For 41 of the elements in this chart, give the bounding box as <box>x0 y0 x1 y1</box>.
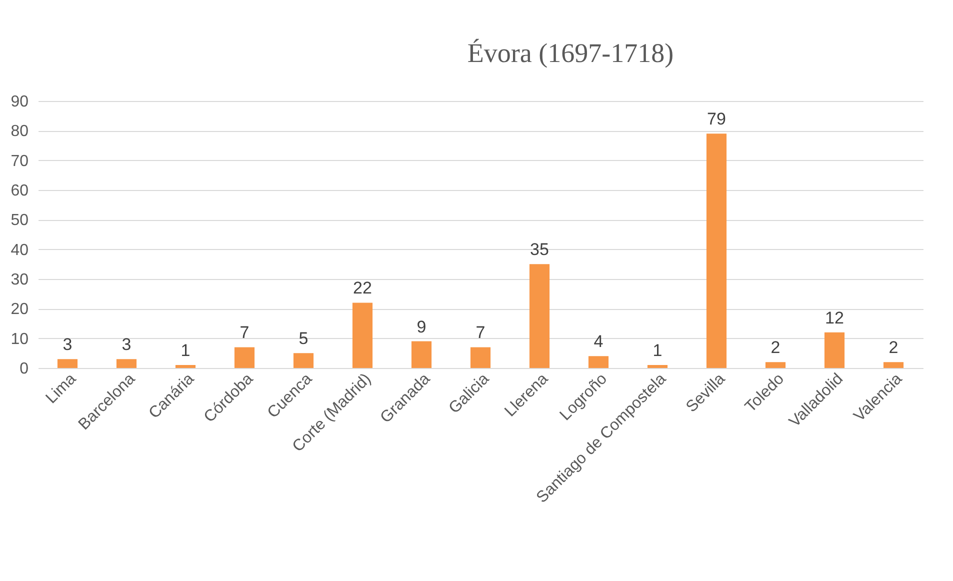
y-tick-label: 30 <box>10 272 29 288</box>
y-tick-label: 80 <box>10 123 29 140</box>
data-label: 2 <box>770 338 780 358</box>
y-tick-label: 90 <box>10 94 29 110</box>
bar <box>234 347 255 368</box>
y-tick-label: 10 <box>10 330 29 348</box>
y-tick-label: 0 <box>20 360 29 378</box>
data-label: 4 <box>594 332 604 352</box>
data-label: 3 <box>62 335 72 354</box>
data-label: 22 <box>353 278 372 298</box>
data-label: 1 <box>652 341 662 360</box>
bar <box>175 365 196 368</box>
bar <box>588 356 609 368</box>
bar <box>470 347 491 368</box>
chart-title: Évora (1697-1718) <box>467 38 674 68</box>
bar <box>529 264 550 368</box>
data-label: 1 <box>180 341 190 360</box>
data-label: 7 <box>240 323 250 342</box>
data-label: 2 <box>888 338 898 358</box>
data-label: 3 <box>122 335 132 354</box>
data-label: 9 <box>416 317 426 336</box>
bar <box>647 365 668 368</box>
y-tick-label: 70 <box>10 152 29 170</box>
bar <box>765 362 786 368</box>
data-label: 35 <box>530 240 549 260</box>
bar <box>293 353 314 368</box>
bar <box>824 332 845 368</box>
data-label: 7 <box>476 323 486 342</box>
data-label: 5 <box>298 329 308 348</box>
bar <box>352 302 373 368</box>
y-tick-label: 40 <box>10 242 29 259</box>
bar <box>883 362 904 368</box>
y-tick-label: 50 <box>10 212 29 230</box>
bar <box>57 359 78 368</box>
data-label: 12 <box>825 308 844 328</box>
bar <box>116 359 137 368</box>
y-tick-label: 60 <box>10 182 29 200</box>
bar <box>411 341 432 368</box>
data-label: 79 <box>707 110 726 129</box>
y-tick-label: 20 <box>10 301 29 318</box>
bar <box>706 134 727 368</box>
